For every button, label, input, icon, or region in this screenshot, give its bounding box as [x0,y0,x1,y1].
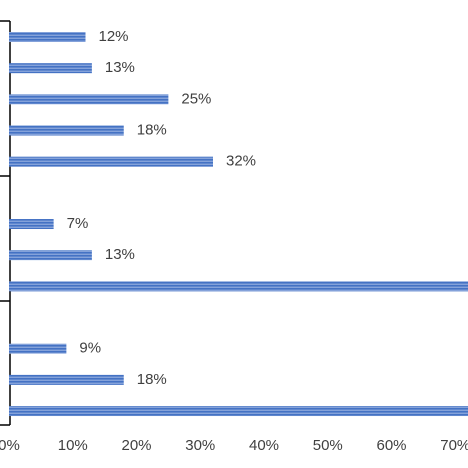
bar [9,281,468,292]
value-label: 18% [137,121,167,138]
bar [9,219,54,230]
value-label: 32% [226,153,256,170]
x-tick-label: 40% [249,437,279,454]
bar [9,343,67,354]
bar [9,94,169,105]
value-label: 12% [99,28,129,45]
value-label: 25% [181,90,211,107]
x-tick-label: 30% [185,437,215,454]
bar [9,125,124,136]
x-tick-label: 0% [0,437,20,454]
bar [9,63,92,74]
group-brackets [0,20,11,426]
bar [9,406,468,417]
x-tick-label: 70% [440,437,468,454]
value-label: 18% [137,371,167,388]
x-tick-label: 50% [313,437,343,454]
x-tick-label: 20% [121,437,151,454]
bar [9,32,86,42]
bar [9,250,92,261]
value-label: 13% [105,59,135,76]
value-label: 7% [67,215,89,232]
bar [9,374,124,385]
bar [9,156,213,167]
x-tick-label: 60% [376,437,406,454]
value-label: 9% [79,340,101,357]
x-tick-label: 10% [58,437,88,454]
value-label: 13% [105,246,135,263]
